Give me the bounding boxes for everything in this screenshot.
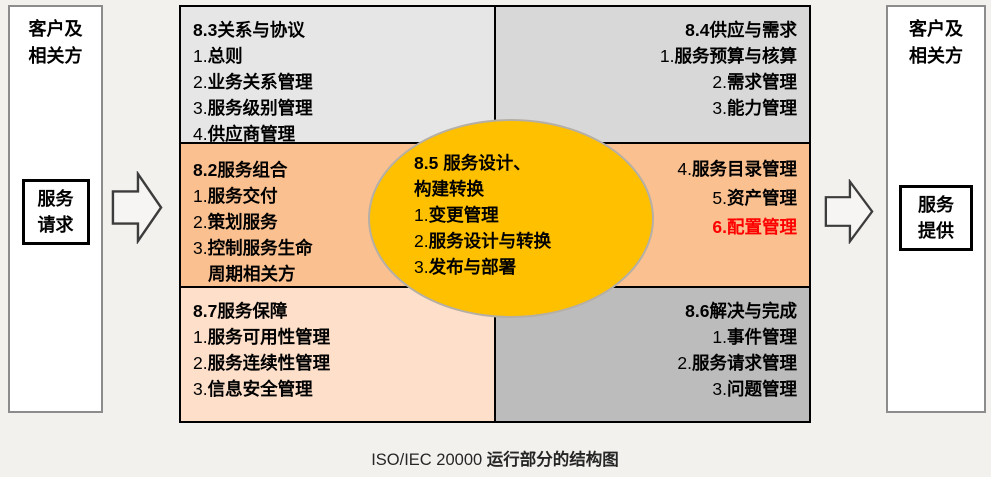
item-text: 变更管理: [428, 205, 499, 225]
list-item: 3.服务级别管理: [193, 95, 482, 121]
item-number: 2.: [677, 353, 692, 373]
item-number: 1.: [712, 327, 727, 347]
design-transition-ellipse: [368, 119, 654, 318]
list-item: 3.控制服务生命: [193, 235, 482, 261]
list-item: 2.需求管理: [508, 69, 797, 95]
item-text: 资产管理: [727, 188, 797, 208]
item-text: 服务目录管理: [692, 159, 797, 179]
item-number: 2.: [193, 72, 208, 92]
cell-item-list: 1.服务预算与核算 2.需求管理 3.能力管理: [508, 43, 797, 121]
cell-title: 8.2服务组合: [193, 160, 288, 180]
item-text: 能力管理: [727, 98, 797, 118]
cell-title: 8.4供应与需求: [685, 20, 797, 40]
item-number: 1.: [414, 205, 429, 225]
item-text: 周期相关方: [208, 264, 296, 284]
cell-title: 8.7服务保障: [193, 301, 288, 321]
list-item: 1.服务交付: [193, 183, 482, 209]
cell-item-list: 1.总则 2.业务关系管理 3.服务级别管理 4.供应商管理: [193, 43, 482, 144]
cell-8-7-service-assurance: 8.7服务保障 1.服务可用性管理 2.服务连续性管理 3.信息安全管理: [181, 288, 496, 421]
item-number: 1.: [193, 327, 208, 347]
right-flow-arrow-icon: [824, 179, 874, 244]
list-item: 3.问题管理: [508, 376, 797, 402]
list-item: 2.服务请求管理: [508, 350, 797, 376]
item-text: 供应商管理: [207, 124, 296, 144]
caption-standard-number: ISO/IEC 20000: [371, 451, 483, 469]
cell-title: 8.3关系与协议: [193, 20, 305, 40]
caption-text: 运行部分的结构图: [482, 451, 619, 469]
cell-8-3-relations: 8.3关系与协议 1.总则 2.业务关系管理 3.服务级别管理 4.供应商管理: [181, 7, 496, 144]
list-item: 4.服务目录管理: [508, 154, 797, 183]
item-number: 3.: [193, 238, 208, 258]
item-text: 服务级别管理: [207, 98, 313, 118]
list-item: 1.变更管理: [414, 202, 654, 228]
item-number: 2.: [193, 353, 208, 373]
item-text: 问题管理: [727, 379, 797, 399]
item-number: 1.: [193, 186, 208, 206]
list-item: 1.服务预算与核算: [508, 43, 797, 69]
item-number: 3.: [414, 257, 429, 277]
item-text: 需求管理: [727, 72, 797, 92]
item-number: 4.: [193, 124, 208, 144]
item-text: 服务设计与转换: [428, 231, 552, 251]
item-text: 发布与部署: [428, 257, 517, 277]
item-text: 总则: [207, 46, 243, 66]
item-text: 信息安全管理: [207, 379, 313, 399]
item-text: 策划服务: [207, 212, 278, 232]
cell-item-list: 4.服务目录管理 5.资产管理 6.配置管理: [508, 154, 797, 241]
ellipse-item-list: 1.变更管理 2.服务设计与转换 3.发布与部署: [414, 202, 654, 280]
cell-item-list: 1.服务可用性管理 2.服务连续性管理 3.信息安全管理: [193, 324, 482, 402]
list-item: 2.业务关系管理: [193, 69, 482, 95]
cell-item-list: 1.服务交付 2.策划服务 3.控制服务生命 周期相关方: [193, 183, 482, 286]
item-number: 3.: [193, 379, 208, 399]
ellipse-title: 8.5 服务设计、 构建转换: [414, 153, 531, 199]
right-stakeholder-panel: 客户及 相关方 服务 提供: [886, 5, 986, 413]
item-text: 服务连续性管理: [207, 353, 331, 373]
item-text: 配置管理: [727, 217, 797, 237]
item-number: 6.: [712, 217, 727, 237]
service-provision-box: 服务 提供: [899, 185, 973, 251]
item-number: 2.: [193, 212, 208, 232]
list-item: 2.策划服务: [193, 209, 482, 235]
list-item: 6.配置管理: [508, 212, 797, 241]
item-text: 服务交付: [207, 186, 278, 206]
left-panel-title: 客户及 相关方: [28, 19, 83, 66]
item-text: 控制服务生命: [207, 238, 313, 258]
item-text: 事件管理: [727, 327, 797, 347]
ellipse-content: 8.5 服务设计、 构建转换 1.变更管理 2.服务设计与转换 3.发布与部署: [414, 150, 654, 280]
cell-8-4-supply-demand: 8.4供应与需求 1.服务预算与核算 2.需求管理 3.能力管理: [496, 7, 809, 144]
item-number: 1.: [193, 46, 208, 66]
list-item: 1.总则: [193, 43, 482, 69]
item-number: 3.: [712, 379, 727, 399]
list-item: 3.能力管理: [508, 95, 797, 121]
item-text: 服务请求管理: [692, 353, 797, 373]
item-number: 5.: [712, 188, 727, 208]
item-number: 1.: [659, 46, 675, 66]
cell-item-list: 1.事件管理 2.服务请求管理 3.问题管理: [508, 324, 797, 402]
left-stakeholder-panel: 客户及 相关方 服务 请求: [8, 5, 103, 413]
item-text: 业务关系管理: [207, 72, 313, 92]
list-item: 4.供应商管理: [193, 121, 482, 144]
list-item: 3.发布与部署: [414, 254, 654, 280]
right-panel-title: 客户及 相关方: [909, 19, 963, 66]
cell-title: 8.6解决与完成: [685, 301, 797, 321]
item-number: 3.: [193, 98, 208, 118]
list-item: 3.信息安全管理: [193, 376, 482, 402]
service-request-box: 服务 请求: [21, 179, 90, 245]
item-text: 服务可用性管理: [207, 327, 331, 347]
item-number: 2.: [414, 231, 429, 251]
item-number: 4.: [677, 159, 692, 179]
list-item: 1.服务可用性管理: [193, 324, 482, 350]
item-text: 服务预算与核算: [674, 46, 798, 66]
left-flow-arrow-icon: [111, 171, 163, 244]
list-item: 2.服务连续性管理: [193, 350, 482, 376]
diagram-caption: ISO/IEC 20000 运行部分的结构图: [179, 446, 811, 470]
list-item: 周期相关方: [193, 261, 482, 286]
list-item: 5.资产管理: [508, 183, 797, 212]
list-item: 1.事件管理: [508, 324, 797, 350]
item-number: 3.: [712, 98, 727, 118]
list-item: 2.服务设计与转换: [414, 228, 654, 254]
item-number: 2.: [712, 72, 727, 92]
